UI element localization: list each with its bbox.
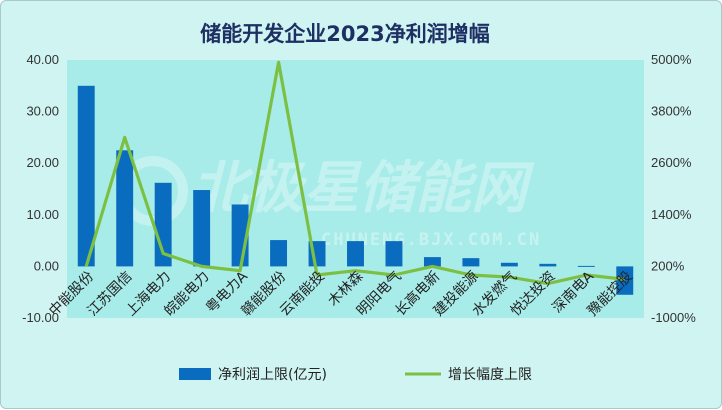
bar [77,85,95,267]
right-axis-tick: -1000% [651,310,696,325]
legend-bar-swatch [179,368,211,380]
left-axis-ticks: -10.00 0.00 10.00 20.00 30.00 40.00 [22,52,59,325]
chart-title: 储能开发企业2023净利润增幅 [200,22,489,46]
right-axis-ticks: -1000% 200% 1400% 2600% 3800% 5000% [651,52,696,325]
right-axis-tick: 2600% [651,155,692,170]
bar [500,262,518,267]
bar [577,265,595,267]
bar [462,258,480,267]
legend: 净利润上限(亿元) 增长幅度上限 [179,367,532,383]
left-axis-tick: -10.00 [22,310,59,325]
bar [616,266,634,295]
bar [423,257,441,267]
growth-line [84,60,625,286]
legend-line-label: 增长幅度上限 [448,367,532,383]
right-axis-tick: 5000% [651,52,692,67]
watermark-subtext: CHUNENG.BJX.COM.CN [321,230,541,250]
bar [539,263,557,267]
bar [270,240,288,267]
line-series [84,60,625,286]
right-axis-tick: 200% [651,258,685,273]
left-axis-tick: 20.00 [26,155,59,170]
right-axis-tick: 3800% [651,104,692,119]
bar [385,241,403,267]
left-axis-tick: 40.00 [26,52,59,67]
left-axis-tick: 0.00 [34,258,59,273]
bar [193,190,211,267]
bar-series [77,85,634,295]
left-axis-tick: 10.00 [26,207,59,222]
legend-bar-label: 净利润上限(亿元) [218,367,327,383]
bar [116,150,134,267]
bar [347,241,364,267]
right-axis-tick: 1400% [651,207,692,222]
left-axis-tick: 30.00 [26,104,59,119]
